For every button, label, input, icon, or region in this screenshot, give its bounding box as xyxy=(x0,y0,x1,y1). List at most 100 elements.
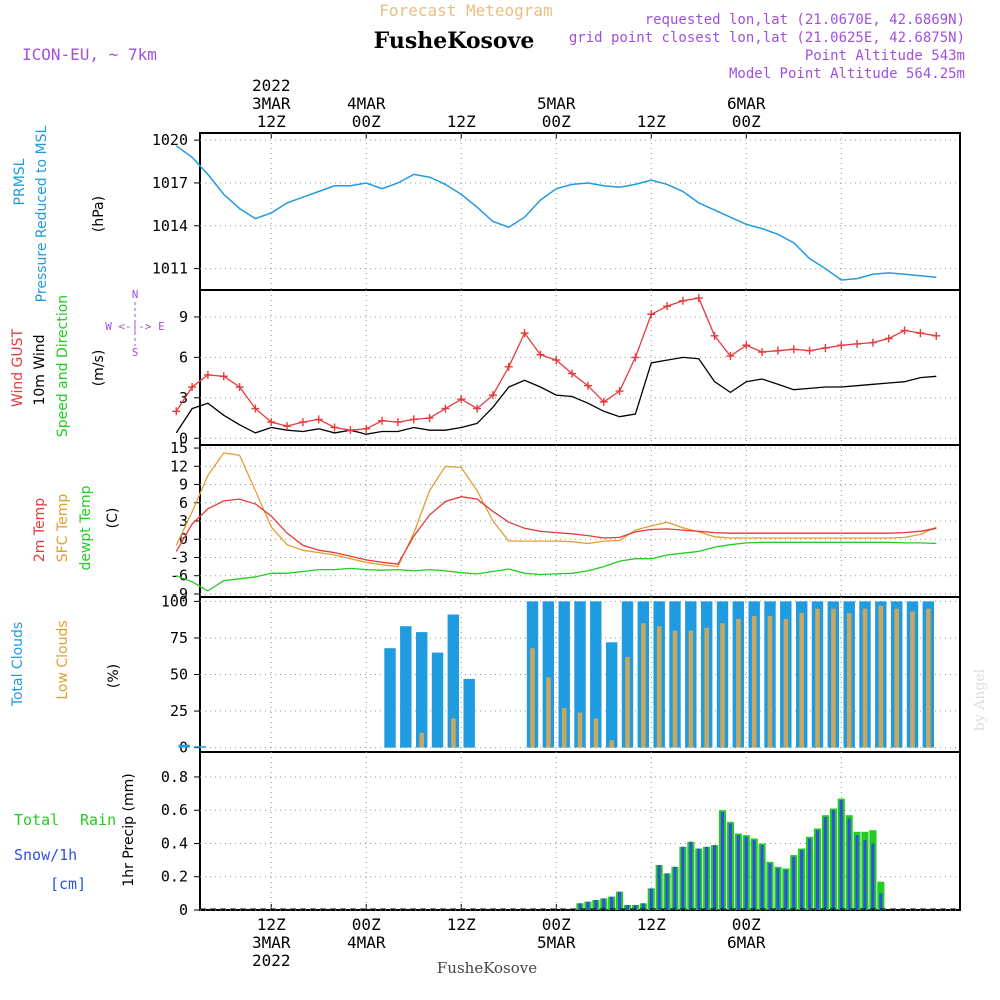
low-cloud-bar xyxy=(419,733,424,748)
gust-marker xyxy=(409,415,418,424)
gust-marker xyxy=(504,362,513,371)
bottom-time-label: 6MAR xyxy=(727,933,766,952)
gust-marker xyxy=(837,341,846,350)
gust-marker xyxy=(298,418,307,427)
bottom-time-label: 00Z xyxy=(352,915,381,934)
y-tick-label-precip: 0.6 xyxy=(161,801,188,819)
y-tick-label-pressure: 1020 xyxy=(152,131,188,149)
total-cloud-bar xyxy=(574,601,586,748)
total-cloud-bar xyxy=(606,642,618,748)
y-tick-label-clouds: 25 xyxy=(170,702,188,720)
snow-bar xyxy=(602,898,606,910)
total-cloud-bar xyxy=(194,746,206,748)
wind-speed-line xyxy=(175,356,937,435)
top-time-label: 4MAR xyxy=(347,94,386,113)
gust-marker xyxy=(172,407,181,416)
bottom-time-label: 00Z xyxy=(542,915,571,934)
low-cloud-bar xyxy=(672,630,678,748)
snow-unit-label: [cm] xyxy=(50,875,86,893)
compass-s: S xyxy=(132,346,139,359)
snow-bar xyxy=(855,835,859,910)
bottom-time-label: 4MAR xyxy=(347,933,386,952)
low-cloud-bar xyxy=(656,626,662,748)
low-cloud-bar xyxy=(546,677,551,748)
snow-bar xyxy=(792,856,796,910)
gust-marker xyxy=(568,369,577,378)
low-cloud-bar xyxy=(878,605,884,748)
gust-marker xyxy=(884,334,893,343)
snow-bar xyxy=(649,888,653,910)
low-cloud-bar xyxy=(846,613,852,748)
precip-unit: 1hr Precip (mm) xyxy=(121,773,137,886)
gust-marker xyxy=(488,391,497,400)
gust-marker xyxy=(235,383,244,392)
low-cloud-bar xyxy=(799,613,804,748)
top-time-label: 12Z xyxy=(447,112,476,131)
gust-marker xyxy=(314,415,323,424)
snow-bar xyxy=(879,893,883,910)
data-marks xyxy=(172,145,960,910)
gust-marker xyxy=(758,348,767,356)
closest-coords: grid point closest lon,lat (21.0625E, 42… xyxy=(569,30,965,46)
chart-title: Forecast Meteogram xyxy=(379,1,552,20)
low-cloud-bar xyxy=(736,618,741,748)
low-clouds-label: Low Clouds xyxy=(55,620,71,699)
requested-coords: requested lon,lat (21.0670E, 42.6869N) xyxy=(645,12,965,28)
y-tick-label-temp: -6 xyxy=(170,567,188,585)
snow-bar xyxy=(768,863,772,910)
gust-marker xyxy=(520,329,529,338)
snow-bar xyxy=(831,810,835,910)
dewpoint-line xyxy=(176,541,937,592)
y-tick-label-precip: 0.2 xyxy=(161,868,188,886)
snow-bar xyxy=(578,903,582,910)
y-tick-label-temp: 3 xyxy=(179,512,188,530)
bottom-time-label: 12Z xyxy=(637,915,666,934)
snow-bar xyxy=(610,896,614,910)
snow-bar xyxy=(728,823,732,910)
snow-bar xyxy=(736,835,740,910)
low-cloud-bar xyxy=(862,608,868,748)
panel-frame-wind xyxy=(199,289,961,446)
y-tick-label-temp: 6 xyxy=(179,494,188,512)
gust-marker xyxy=(789,345,798,354)
gust-marker xyxy=(536,350,545,359)
total-cloud-bar xyxy=(542,601,554,748)
y-tick-label-precip: 0 xyxy=(179,901,188,919)
point-altitude: Point Altitude 543m xyxy=(805,48,965,64)
gust-marker xyxy=(188,383,197,392)
temp-2m-line xyxy=(175,496,937,565)
bottom-time-label: 00Z xyxy=(732,915,761,934)
gust-marker xyxy=(853,339,862,348)
dewpt-label: dewpt Temp xyxy=(78,485,94,570)
snow-bar xyxy=(808,838,812,910)
top-time-label: 5MAR xyxy=(537,94,576,113)
snow-bar xyxy=(815,830,819,910)
y-tick-label-clouds: 50 xyxy=(170,666,188,684)
gust-marker xyxy=(694,294,703,303)
snow-bar xyxy=(641,903,645,910)
gust-marker xyxy=(868,338,877,347)
y-tick-label-wind: 9 xyxy=(179,308,188,326)
snow-bar xyxy=(705,846,709,910)
y-tick-label-clouds: 0 xyxy=(179,739,188,757)
sfc-temp-line xyxy=(175,452,937,568)
temp-unit: (C) xyxy=(105,508,121,529)
panel-frame-pressure xyxy=(199,132,961,291)
gust-marker xyxy=(219,372,228,381)
low-cloud-bar xyxy=(767,616,773,748)
snow-bar xyxy=(863,840,867,910)
snow-label: Snow/1h xyxy=(14,846,77,864)
gust-marker xyxy=(283,422,292,431)
y-tick-label-wind: 0 xyxy=(179,429,188,447)
total-cloud-bar xyxy=(463,678,475,748)
gust-marker xyxy=(346,426,355,435)
pressure-unit: (hPa) xyxy=(91,196,107,232)
low-cloud-bar xyxy=(561,708,567,748)
gust-marker xyxy=(393,418,402,427)
snow-bar xyxy=(839,800,843,910)
low-cloud-bar xyxy=(704,627,709,748)
bottom-time-label: 12Z xyxy=(257,915,286,934)
snow-bar xyxy=(784,870,788,910)
total-cloud-bar xyxy=(178,744,190,748)
